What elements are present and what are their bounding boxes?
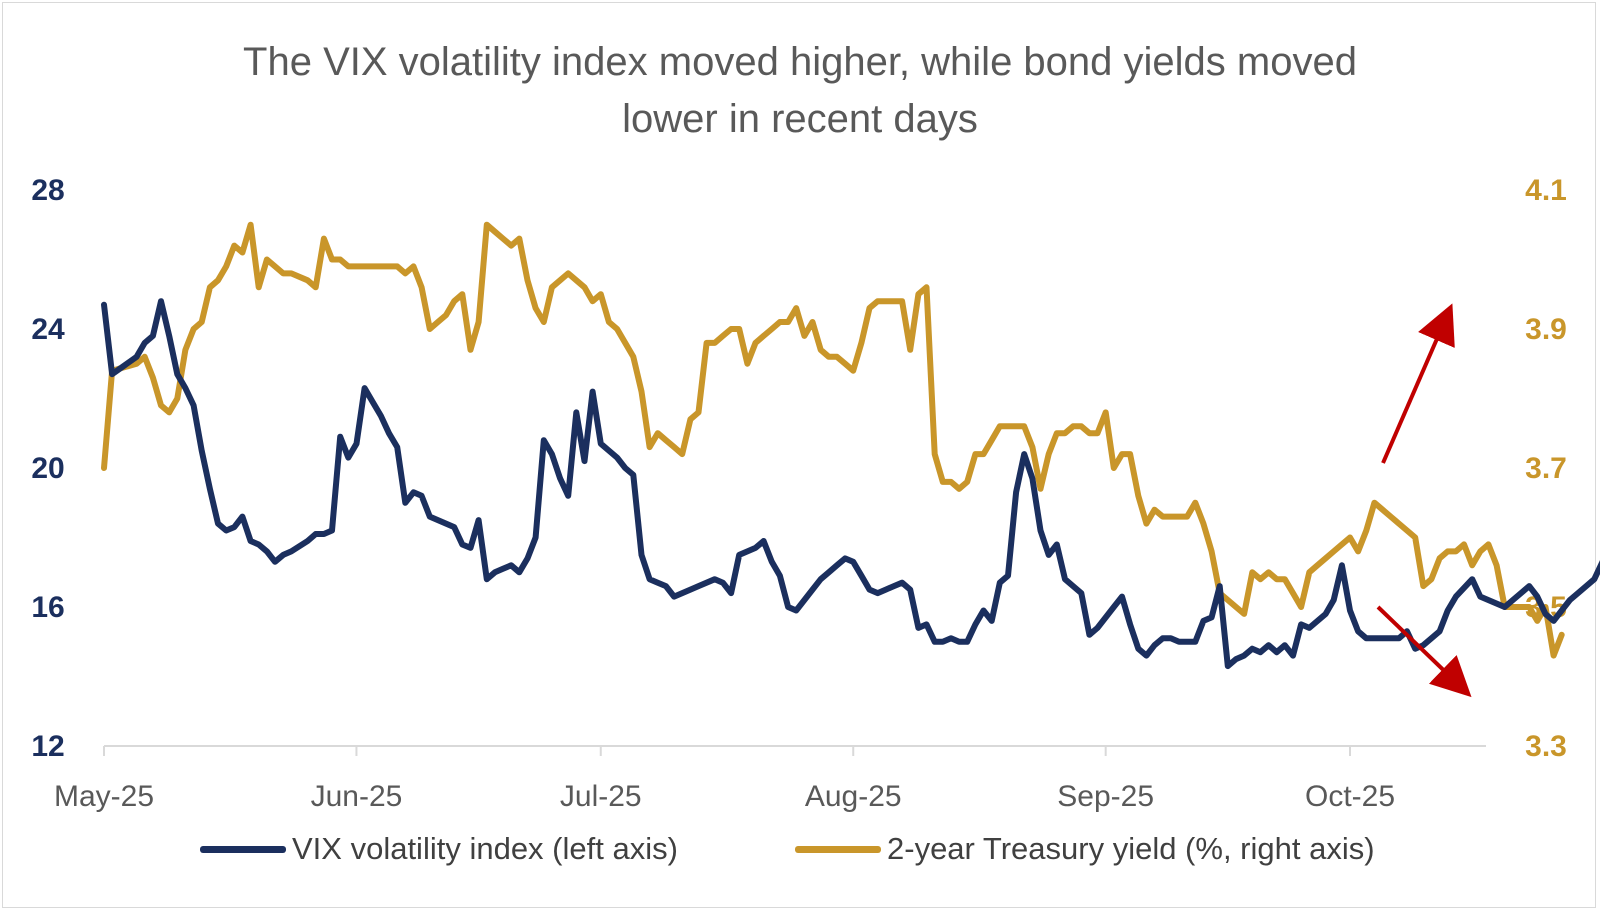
- legend-item-treasury: 2-year Treasury yield (%, right axis): [795, 826, 1375, 872]
- vix-up-arrow: [1381, 303, 1455, 464]
- x-tick-label: Aug-25: [805, 780, 902, 813]
- vix-series-line: [101, 298, 1600, 670]
- legend-item-vix: VIX volatility index (left axis): [200, 826, 678, 872]
- x-tick-label: Oct-25: [1305, 780, 1395, 813]
- left-axis-tick-label: 20: [31, 452, 64, 485]
- legend-swatch-vix: [200, 845, 286, 853]
- chart-axes: May-25 Jun-25 Jul-25 Aug-25 Sep-25 Oct-25 12 16…: [31, 174, 1567, 813]
- right-axis-tick-label: 3.7: [1525, 452, 1567, 485]
- legend-swatch-treasury: [795, 845, 881, 853]
- x-tick-label: Jun-25: [311, 780, 403, 813]
- left-axis-tick-label: 16: [31, 591, 64, 624]
- left-axis-tick-label: 24: [31, 313, 65, 346]
- right-axis-tick-label: 3.3: [1525, 730, 1567, 763]
- legend-label-vix: VIX volatility index (left axis): [292, 831, 678, 866]
- left-axis-tick-label: 28: [31, 174, 64, 207]
- legend-label-treasury: 2-year Treasury yield (%, right axis): [887, 831, 1375, 866]
- right-axis-tick-label: 4.1: [1525, 174, 1567, 207]
- chart-annotations: [1376, 303, 1472, 698]
- yield-down-arrow: [1376, 605, 1472, 698]
- x-tick-label: Jul-25: [560, 780, 642, 813]
- legend: VIX volatility index (left axis) 2-year …: [0, 826, 1600, 872]
- treasury-yield-series-line: [101, 221, 1565, 659]
- chart-title-line-2: lower in recent days: [622, 97, 978, 141]
- chart-title-line-1: The VIX volatility index moved higher, w…: [243, 40, 1357, 84]
- right-axis-tick-label: 3.9: [1525, 313, 1567, 346]
- x-tick-label: May-25: [54, 780, 154, 813]
- chart-series: [101, 221, 1600, 670]
- x-tick-label: Sep-25: [1057, 780, 1154, 813]
- left-axis-tick-label: 12: [31, 730, 64, 763]
